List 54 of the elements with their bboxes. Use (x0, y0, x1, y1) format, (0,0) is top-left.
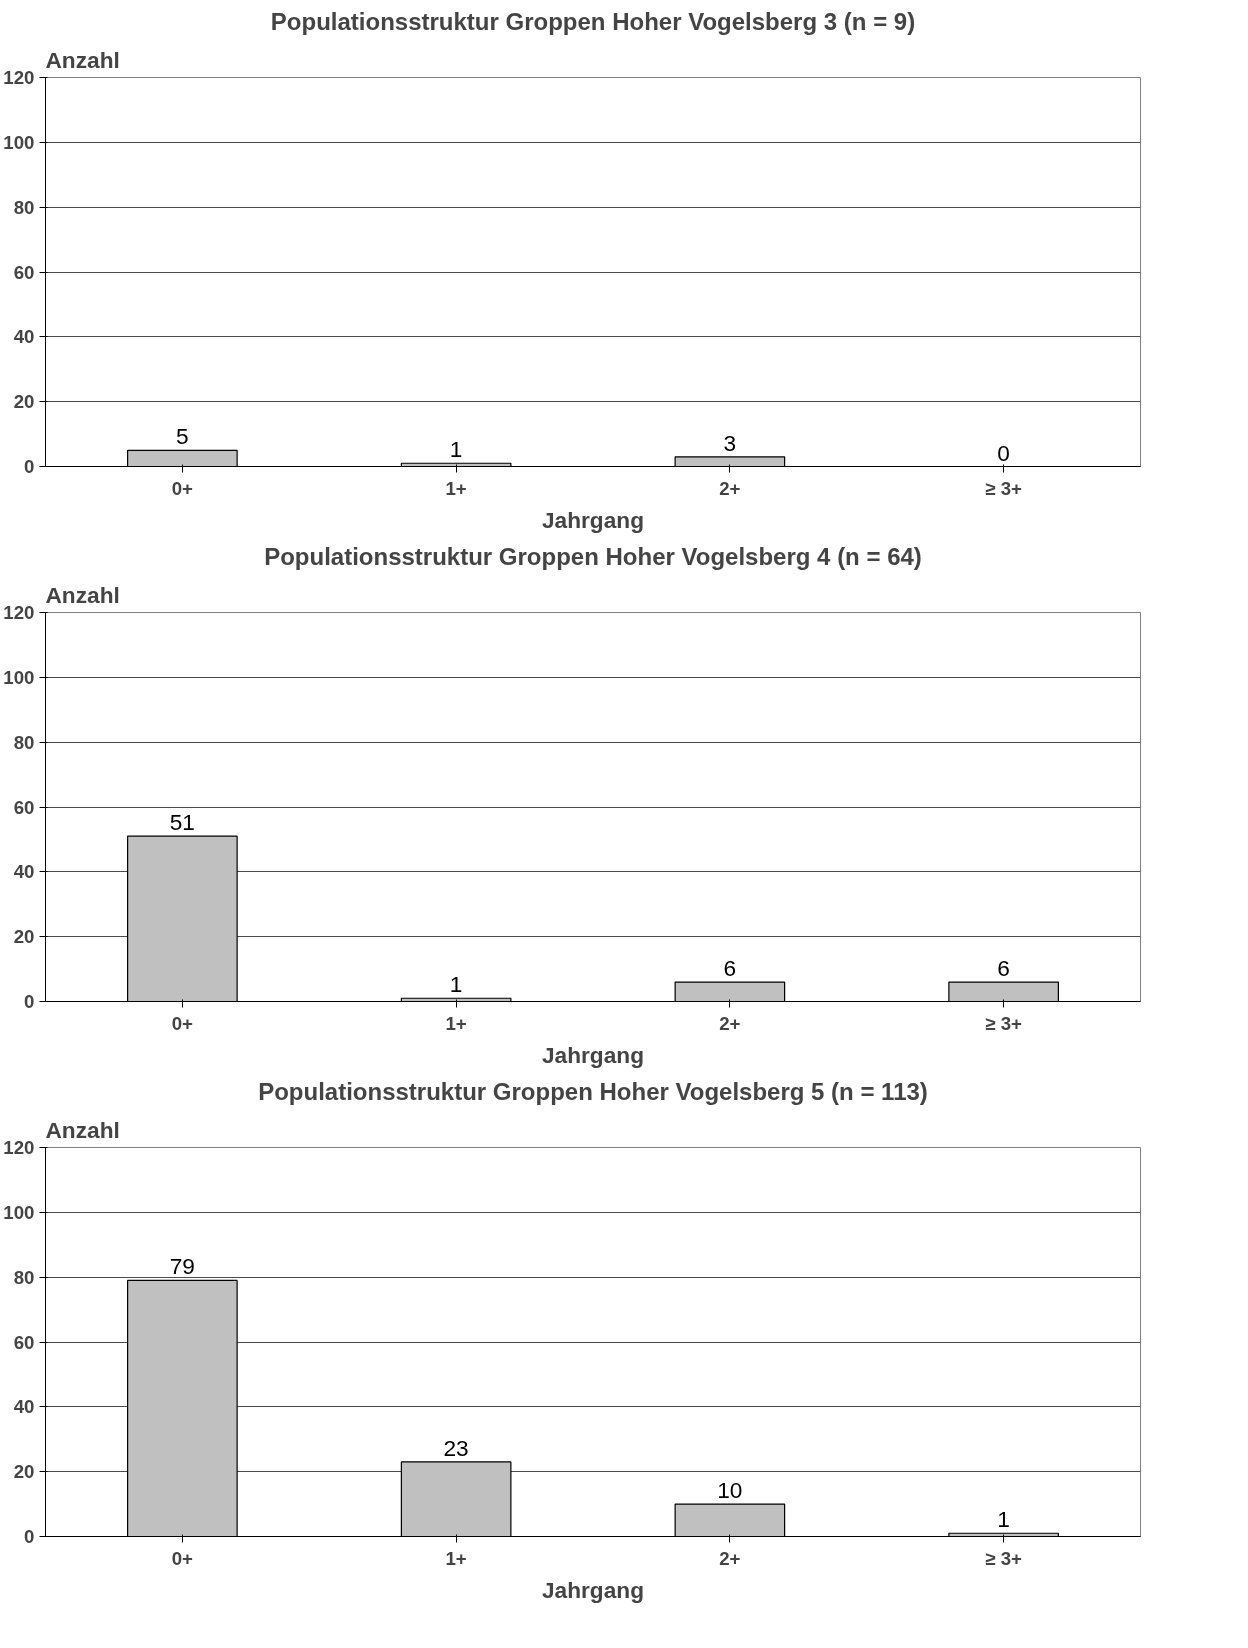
x-tick-label: 1+ (445, 1012, 467, 1034)
y-tick-label: 0 (24, 1526, 35, 1547)
data-label: 23 (443, 1434, 469, 1461)
data-label: 6 (997, 955, 1010, 982)
y-tick-label: 100 (3, 1201, 35, 1223)
x-tick-label: 0+ (171, 477, 194, 499)
y-tick-label: 60 (13, 796, 35, 818)
data-label: 10 (717, 1477, 743, 1504)
data-label: 0 (997, 439, 1010, 466)
x-axis-title: Jahrgang (542, 1576, 644, 1603)
chart-title: Populationsstruktur Groppen Hoher Vogelsberg 4 (n = 64) (264, 542, 922, 570)
y-tick-label: 120 (3, 1137, 35, 1158)
data-label: 3 (723, 429, 737, 456)
y-tick-label: 80 (13, 1266, 35, 1288)
data-label: 1 (997, 1506, 1010, 1533)
y-tick-label: 60 (13, 261, 35, 283)
y-tick-label: 100 (3, 131, 35, 153)
chart-title: Populationsstruktur Groppen Hoher Vogelsberg 5 (n = 113) (258, 1077, 928, 1105)
data-label: 1 (449, 436, 463, 463)
y-axis-title: Anzahl (45, 581, 120, 608)
y-tick-label: 100 (3, 666, 35, 688)
y-tick-label: 20 (13, 1461, 35, 1483)
y-axis-title: Anzahl (45, 46, 120, 73)
data-label: 6 (723, 955, 737, 982)
x-tick-label: ≥ 3+ (985, 1547, 1023, 1569)
x-tick-label: 2+ (719, 477, 741, 499)
y-tick-label: 80 (13, 731, 35, 753)
x-tick-label: 2+ (719, 1547, 741, 1569)
x-axis-title: Jahrgang (542, 1041, 644, 1068)
y-tick-label: 120 (3, 67, 35, 88)
x-axis-title: Jahrgang (542, 506, 644, 533)
data-label: 79 (169, 1253, 195, 1280)
x-tick-label: 0+ (171, 1012, 194, 1034)
data-label: 51 (169, 809, 195, 836)
y-tick-label: 80 (13, 196, 35, 218)
x-tick-label: 1+ (445, 1547, 467, 1569)
y-tick-label: 40 (13, 861, 35, 883)
x-tick-label: 2+ (719, 1012, 741, 1034)
x-tick-label: ≥ 3+ (985, 477, 1023, 499)
y-tick-label: 40 (13, 326, 35, 348)
y-tick-label: 0 (24, 991, 35, 1012)
y-axis-title: Anzahl (45, 1116, 120, 1143)
x-tick-label: 1+ (445, 477, 467, 499)
y-tick-label: 20 (13, 391, 35, 413)
x-tick-label: 0+ (171, 1547, 194, 1569)
y-tick-label: 0 (24, 456, 35, 477)
data-label: 5 (176, 423, 189, 450)
y-tick-label: 40 (13, 1396, 35, 1418)
chart-title: Populationsstruktur Groppen Hoher Vogelsberg 3 (n = 9) (270, 7, 916, 35)
y-tick-label: 20 (13, 926, 35, 948)
data-label: 1 (449, 971, 463, 998)
y-tick-label: 120 (3, 602, 35, 623)
x-tick-label: ≥ 3+ (985, 1012, 1023, 1034)
y-tick-label: 60 (13, 1331, 35, 1353)
